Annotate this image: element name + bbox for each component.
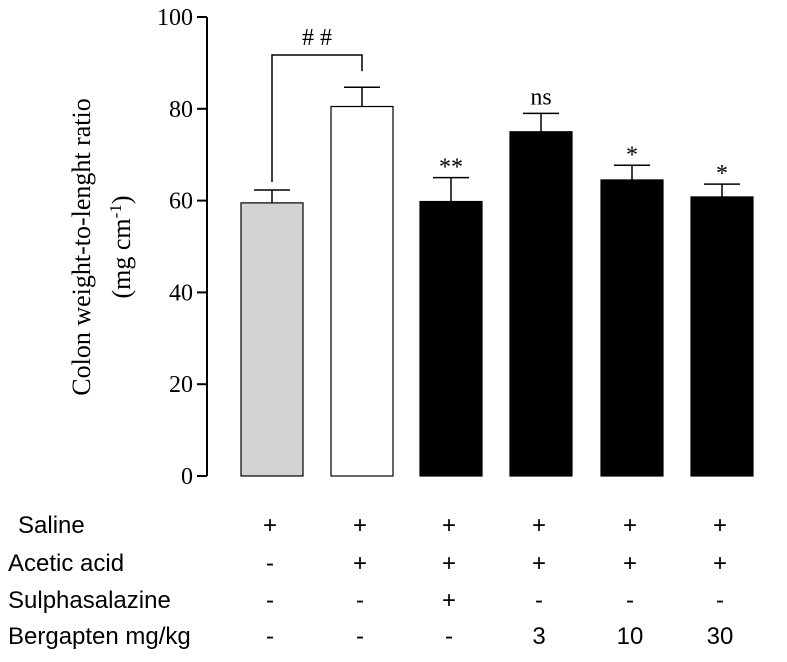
comparison-bracket: # # (271, 25, 363, 183)
group-cell: - (626, 587, 634, 614)
group-label: Sulphasalazine (8, 587, 171, 614)
bars (240, 105, 754, 477)
bar (600, 179, 664, 477)
y-axis-label: Colon weight-to-lenght ratio (67, 98, 96, 396)
group-cell: + (263, 512, 277, 539)
y-axis-unit-sup: -1 (106, 204, 125, 218)
group-cell: - (266, 623, 274, 650)
group-cell: - (356, 587, 364, 614)
group-cell: + (442, 587, 456, 614)
y-tick-label: 40 (169, 280, 193, 306)
bracket-label: # # (302, 25, 332, 51)
group-cell: + (713, 550, 727, 577)
group-cell: 3 (532, 623, 545, 650)
group-cell: + (532, 512, 546, 539)
significance-label: ** (439, 155, 463, 181)
y-axis-unit-label: (mg cm-1) (106, 196, 136, 299)
group-cell: - (356, 623, 364, 650)
significance-label: * (626, 142, 638, 168)
group-cell: - (266, 550, 274, 577)
group-cell: + (532, 550, 546, 577)
group-label: Saline (18, 512, 85, 539)
group-cell: + (713, 512, 727, 539)
y-tick-label: 20 (169, 372, 193, 398)
significance-label: * (716, 161, 728, 187)
group-cell: + (353, 512, 367, 539)
y-tick-label: 80 (169, 97, 193, 123)
bar (330, 105, 394, 477)
group-cell: + (623, 550, 637, 577)
group-cell: 10 (617, 623, 644, 650)
group-cell: + (623, 512, 637, 539)
group-cell: + (442, 512, 456, 539)
group-label: Acetic acid (8, 550, 124, 577)
bar (240, 202, 304, 477)
group-cell: - (445, 623, 453, 650)
bar (690, 196, 754, 477)
group-cell: + (353, 550, 367, 577)
y-axis-unit-close: ) (107, 196, 136, 205)
y-axis: 0 20 40 60 80 100 (157, 5, 208, 490)
significance-label: ns (530, 84, 551, 110)
treatment-table: Saline + + + + + + Acetic acid - + + + + + Sulphasalaz… (8, 512, 733, 650)
group-cell: - (535, 587, 543, 614)
y-tick-label: 0 (181, 464, 193, 490)
y-tick-label: 60 (169, 189, 193, 215)
bar (509, 131, 573, 477)
group-cell: 30 (707, 623, 734, 650)
group-label: Bergapten mg/kg (8, 623, 191, 650)
y-axis-unit: (mg cm (107, 218, 136, 298)
group-cell: + (442, 550, 456, 577)
y-tick-label: 100 (157, 5, 193, 31)
significance-labels: **ns** (439, 84, 728, 187)
error-bars (254, 86, 740, 203)
bracket-line (271, 54, 363, 183)
bar (419, 200, 483, 477)
group-cell: - (716, 587, 724, 614)
y-axis-title: Colon weight-to-lenght ratio (mg cm-1) (67, 98, 136, 396)
group-cell: - (266, 587, 274, 614)
